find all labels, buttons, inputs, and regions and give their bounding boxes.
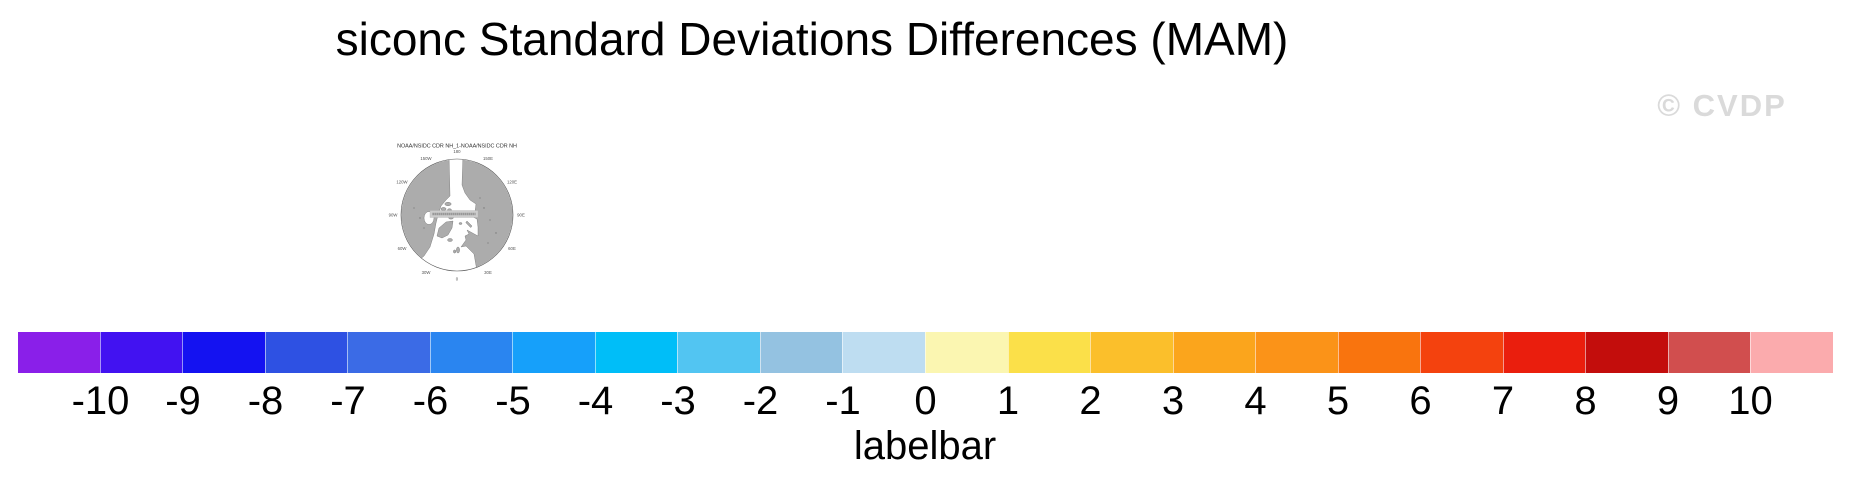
map-panel-title: NOAA/NSIDC CDR NH_1-NOAA/NSIDC CDR NH: [397, 144, 517, 150]
colorbar-tick-label: 3: [1161, 379, 1185, 423]
lon-label-150e: 150E: [483, 156, 493, 161]
lon-label-180: 180: [453, 149, 461, 154]
polar-map-panel: NOAA/NSIDC CDR NH_1-NOAA/NSIDC CDR NH: [362, 138, 552, 288]
lon-label-0: 0: [456, 277, 459, 282]
island: [465, 220, 473, 228]
colorbar-box: [1667, 332, 1751, 373]
colorbar-box: [1750, 332, 1834, 373]
land-iceland: [447, 238, 453, 242]
lon-label-120e: 120E: [507, 180, 517, 185]
colorbar-tick-label: -10: [71, 379, 130, 423]
colorbar-box: [677, 332, 760, 373]
colorbar-box: [512, 332, 595, 373]
colorbar-box: [594, 332, 678, 373]
land-uk: [456, 246, 460, 254]
colorbar-box: [182, 332, 265, 373]
colorbar-tick-label: 8: [1574, 379, 1597, 423]
lon-label-30e: 30E: [484, 270, 492, 275]
lon-labels: 180 150W 150E 120W 120E 90W 90E 60W 60E …: [389, 149, 525, 282]
colorbar-tick-label: 2: [1079, 379, 1102, 423]
lon-label-30w: 30W: [422, 270, 432, 275]
colorbar-box: [1007, 332, 1091, 373]
colorbar-ticks: -10 -9 -8 -7 -6 -5 -4 -3 -2 -1 0 1 2 3 4 5 6 7 8 9 10: [18, 379, 1833, 423]
colorbar-box: [429, 332, 513, 373]
lake-speckles: [413, 197, 497, 244]
colorbar-box: [18, 332, 100, 373]
colorbar-tick-label: -9: [165, 379, 201, 423]
colorbar-tick-label: -7: [330, 379, 366, 423]
lon-label-60e: 60E: [508, 246, 516, 251]
colorbar-tick-label: 7: [1491, 379, 1515, 423]
colorbar-box: [1337, 332, 1421, 373]
colorbar-box: [1502, 332, 1586, 373]
colorbar-box: [347, 332, 430, 373]
colorbar-box: [1420, 332, 1503, 373]
colorbar-tick-label: 10: [1728, 379, 1773, 423]
land-greenland: [436, 220, 454, 239]
colorbar-tick-label: 4: [1244, 379, 1267, 423]
colorbar-tick-label: -6: [412, 379, 449, 423]
colorbar-box: [1585, 332, 1668, 373]
colorbar-tick-label: 5: [1326, 379, 1350, 423]
colorbar-box: [1172, 332, 1256, 373]
colorbar-tick-label: 0: [914, 379, 937, 423]
colorbar-box: [925, 332, 1008, 373]
land-ireland: [453, 249, 457, 254]
colorbar-box: [759, 332, 843, 373]
colorbar-tick-label: -1: [825, 379, 861, 423]
cvdp-watermark: © CVDP: [1657, 88, 1787, 123]
colorbar-tick-label: -3: [660, 379, 696, 423]
colorbar-tick-label: -4: [577, 379, 614, 423]
plot-title: siconc Standard Deviations Differences (…: [335, 13, 1289, 65]
colorbar-tick-label: 1: [996, 379, 1020, 423]
colorbar-tick-label: -5: [495, 379, 531, 423]
island: [458, 222, 463, 225]
colorbar-box: [1090, 332, 1173, 373]
lon-label-90e: 90E: [517, 213, 525, 218]
colorbar-tick-label: -8: [247, 379, 284, 423]
colorbar-tick-label: 6: [1409, 379, 1432, 423]
lon-label-120w: 120W: [396, 180, 408, 185]
polar-map: NOAA/NSIDC CDR NH_1-NOAA/NSIDC CDR NH: [389, 144, 525, 282]
colorbar-box: [99, 332, 183, 373]
colorbar-box: [1255, 332, 1338, 373]
island: [444, 201, 452, 206]
colorbar: [18, 332, 1834, 373]
lon-label-150w: 150W: [420, 156, 432, 161]
contour-info-strip: [429, 210, 479, 218]
lon-label-60w: 60W: [398, 246, 408, 251]
colorbar-box: [842, 332, 926, 373]
colorbar-tick-label: -2: [742, 379, 779, 423]
island: [440, 207, 447, 211]
colorbar-title: labelbar: [853, 424, 997, 468]
colorbar-box: [264, 332, 348, 373]
lon-label-90w: 90W: [389, 213, 399, 218]
colorbar-tick-label: 9: [1656, 379, 1680, 423]
